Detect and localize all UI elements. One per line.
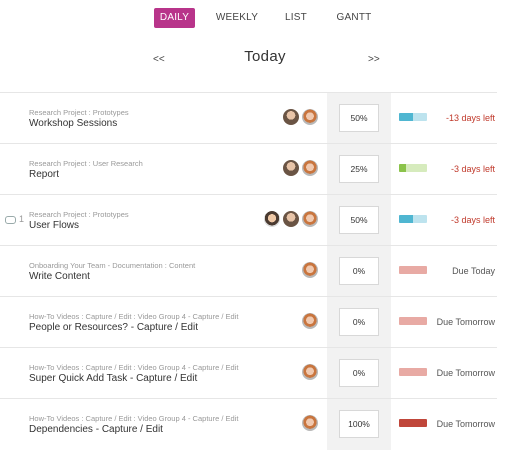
progress-bar-fill [399, 266, 427, 274]
progress-bar [399, 215, 427, 223]
percent-complete-field[interactable]: 0% [339, 308, 379, 336]
tab-gantt[interactable]: GANTT [336, 12, 372, 23]
assignee-avatar[interactable] [283, 109, 299, 125]
task-name[interactable]: Dependencies - Capture / Edit [29, 424, 163, 435]
due-status: Due Tomorrow [436, 419, 495, 429]
task-row[interactable]: Onboarding Your Team - Documentation : C… [0, 245, 497, 296]
task-row[interactable]: Research Project : Prototypes Workshop S… [0, 92, 497, 143]
view-tabs: DAILY WEEKLY LIST GANTT [0, 8, 510, 30]
percent-complete-field[interactable]: 25% [339, 155, 379, 183]
assignee-avatar[interactable] [302, 313, 318, 329]
progress-bar [399, 266, 427, 274]
task-name[interactable]: People or Resources? - Capture / Edit [29, 322, 198, 333]
task-row[interactable]: How-To Videos : Capture / Edit : Video G… [0, 296, 497, 347]
percent-complete-field[interactable]: 0% [339, 257, 379, 285]
progress-bar [399, 368, 427, 376]
due-status: -13 days left [445, 113, 495, 123]
assignee-avatar[interactable] [302, 160, 318, 176]
date-navigation: << Today >> [0, 48, 510, 74]
project-path: Research Project : Prototypes [29, 210, 129, 219]
assignee-avatar[interactable] [302, 211, 318, 227]
progress-bar-fill [399, 164, 406, 172]
due-status: -3 days left [450, 164, 495, 174]
due-status: Due Tomorrow [436, 368, 495, 378]
task-row[interactable]: 1 Research Project : Prototypes User Flo… [0, 194, 497, 245]
due-status: Due Tomorrow [436, 317, 495, 327]
comment-icon [5, 215, 16, 224]
task-row[interactable]: Research Project : User Research Report … [0, 143, 497, 194]
percent-complete-field[interactable]: 100% [339, 410, 379, 438]
task-name[interactable]: Super Quick Add Task - Capture / Edit [29, 373, 198, 384]
percent-complete-field[interactable]: 50% [339, 104, 379, 132]
task-name[interactable]: Workshop Sessions [29, 118, 118, 129]
percent-complete-field[interactable]: 50% [339, 206, 379, 234]
progress-bar-fill [399, 368, 427, 376]
tab-weekly[interactable]: WEEKLY [215, 12, 259, 23]
due-status: Due Today [452, 266, 495, 276]
task-row[interactable]: How-To Videos : Capture / Edit : Video G… [0, 398, 497, 449]
project-path: Research Project : User Research [29, 159, 143, 168]
assignee-avatar[interactable] [264, 211, 280, 227]
percent-complete-field[interactable]: 0% [339, 359, 379, 387]
next-day-button[interactable]: >> [368, 54, 380, 65]
assignee-avatar[interactable] [302, 262, 318, 278]
project-path: How-To Videos : Capture / Edit : Video G… [29, 363, 239, 372]
due-status: -3 days left [450, 215, 495, 225]
assignee-avatar[interactable] [302, 364, 318, 380]
project-path: Research Project : Prototypes [29, 108, 129, 117]
page-title: Today [244, 48, 286, 65]
tab-daily[interactable]: DAILY [154, 8, 195, 28]
assignee-avatar[interactable] [283, 211, 299, 227]
progress-bar [399, 419, 427, 427]
task-name[interactable]: Report [29, 169, 60, 180]
progress-bar-fill [399, 317, 427, 325]
assignee-avatar[interactable] [302, 415, 318, 431]
progress-bar-fill [399, 113, 413, 121]
progress-bar [399, 113, 427, 121]
task-name[interactable]: Write Content [29, 271, 90, 282]
project-path: How-To Videos : Capture / Edit : Video G… [29, 414, 239, 423]
assignee-avatar[interactable] [283, 160, 299, 176]
task-name[interactable]: User Flows [29, 220, 80, 231]
assignee-avatar[interactable] [302, 109, 318, 125]
tab-list[interactable]: LIST [285, 12, 307, 23]
comment-indicator[interactable]: 1 [5, 214, 24, 224]
project-path: How-To Videos : Capture / Edit : Video G… [29, 312, 239, 321]
comment-count: 1 [19, 214, 25, 224]
progress-bar [399, 317, 427, 325]
progress-bar-fill [399, 419, 427, 427]
project-path: Onboarding Your Team - Documentation : C… [29, 261, 196, 270]
previous-day-button[interactable]: << [153, 54, 165, 65]
progress-bar-fill [399, 215, 413, 223]
progress-bar [399, 164, 427, 172]
task-row[interactable]: How-To Videos : Capture / Edit : Video G… [0, 347, 497, 398]
